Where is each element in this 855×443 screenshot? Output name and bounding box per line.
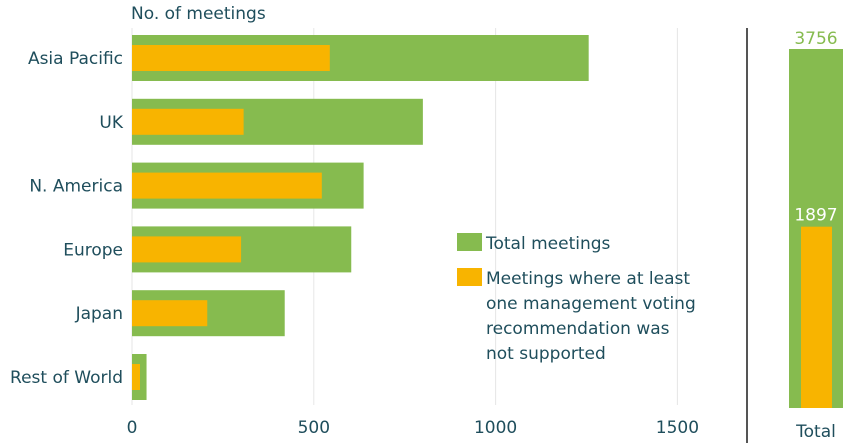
category-label-4: Japan bbox=[75, 304, 123, 324]
total-label: Total bbox=[795, 422, 836, 442]
x-tick-1500: 1500 bbox=[656, 418, 699, 438]
bar-not-supported-4 bbox=[132, 300, 208, 327]
total-value-label: 3756 bbox=[794, 29, 837, 49]
x-tick-0: 0 bbox=[127, 418, 138, 438]
category-label-5: Rest of World bbox=[10, 368, 123, 388]
legend-label-1-line-1: one management voting bbox=[486, 294, 696, 314]
bars bbox=[132, 35, 589, 400]
bar-not-supported-3 bbox=[132, 236, 242, 263]
legend: Total meetings Meetings where at least one… bbox=[457, 233, 696, 364]
legend-swatch-0 bbox=[457, 233, 482, 251]
category-label-2: N. America bbox=[29, 177, 123, 197]
bar-not-supported-1 bbox=[132, 108, 244, 135]
legend-label-0-line-0: Total meetings bbox=[485, 234, 611, 254]
legend-label-1-line-0: Meetings where at least bbox=[486, 269, 690, 289]
bar-not-supported-5 bbox=[132, 364, 140, 390]
axis-title: No. of meetings bbox=[131, 4, 266, 24]
legend-swatch-1 bbox=[457, 268, 482, 286]
total-panel: 3756 1897 Total bbox=[789, 29, 843, 442]
category-label-1: UK bbox=[99, 113, 123, 133]
bar-not-supported-2 bbox=[132, 172, 322, 199]
category-labels: Asia Pacific UK N. America Europe Japan Rest … bbox=[10, 49, 124, 388]
grid-lines bbox=[131, 28, 678, 405]
category-label-3: Europe bbox=[63, 240, 123, 260]
subset-value-label: 1897 bbox=[794, 206, 837, 226]
bar-not-supported-0 bbox=[132, 45, 330, 71]
x-tick-500: 500 bbox=[298, 418, 330, 438]
x-tick-labels: 0 500 1000 1500 bbox=[127, 418, 699, 438]
total-subset-bar bbox=[801, 226, 832, 408]
legend-label-1-line-2: recommendation was bbox=[486, 319, 670, 339]
x-tick-1000: 1000 bbox=[474, 418, 517, 438]
category-label-0: Asia Pacific bbox=[28, 49, 123, 69]
legend-label-1-line-3: not supported bbox=[486, 344, 606, 364]
